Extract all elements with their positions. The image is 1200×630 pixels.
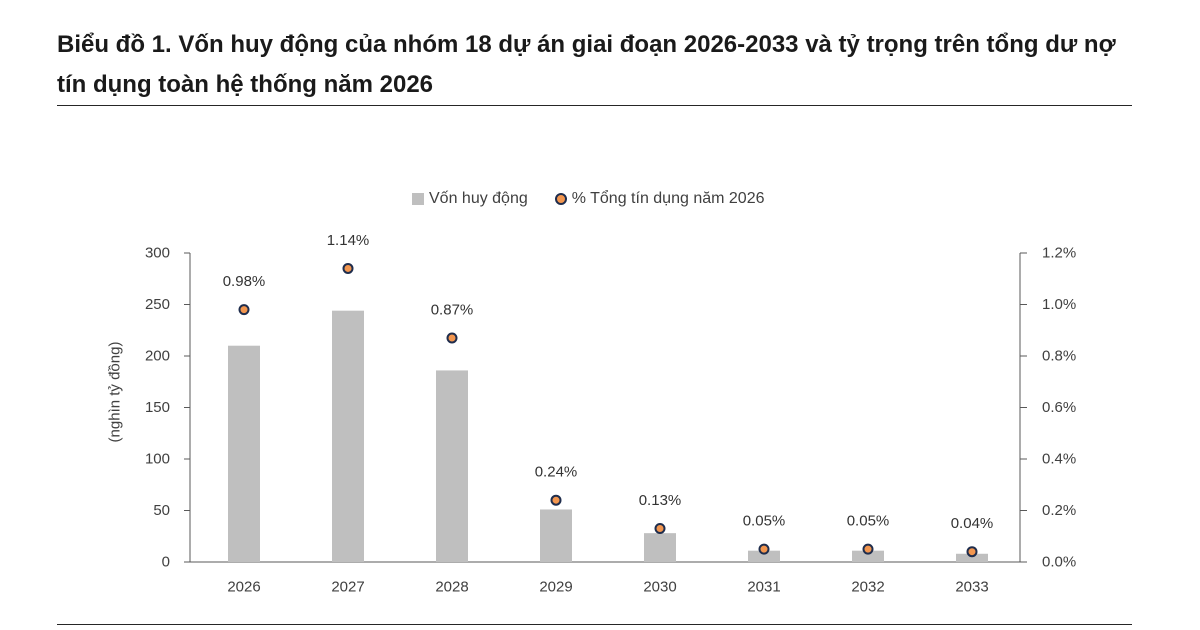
axes: 0 50 100 150 200 250 300 0.0% 0.2% 0.4% 0.6% 0.8% 1.…: [145, 245, 1076, 571]
data-label: 0.13%: [639, 492, 682, 509]
points: [238, 262, 978, 558]
chart-title: Biểu đồ 1. Vốn huy động của nhóm 18 dự á…: [57, 31, 1116, 98]
bar: [956, 553, 988, 562]
legend-label: % Tổng tín dụng năm 2026: [571, 190, 765, 207]
left-axis-tick-label: 300: [145, 245, 170, 262]
bottom-divider: [57, 624, 1132, 625]
x-axis-tick-label: 2030: [643, 579, 676, 596]
right-axis-tick-label: 1.0%: [1042, 296, 1076, 313]
data-label: 0.98%: [223, 273, 266, 290]
legend-swatch-dot: [554, 193, 567, 205]
x-axis-tick-label: 2026: [227, 579, 260, 596]
data-point: [862, 543, 874, 555]
title-divider: [57, 105, 1132, 106]
y-axis-label: (nghìn tỷ đồng): [107, 342, 124, 443]
data-label: 0.87%: [431, 301, 474, 318]
right-axis-tick-label: 1.2%: [1042, 245, 1076, 262]
data-point: [654, 523, 666, 535]
x-axis-tick-label: 2032: [851, 579, 884, 596]
data-point: [238, 304, 250, 316]
data-label: 1.14%: [327, 232, 370, 249]
bar: [540, 509, 572, 562]
data-label: 0.04%: [951, 515, 994, 532]
left-axis-tick-label: 100: [145, 451, 170, 468]
bar: [748, 550, 780, 562]
labels: 0.98% 1.14% 0.87% 0.24% 0.13% 0.05% 0.05% 0.04%…: [223, 232, 994, 596]
right-axis-tick-label: 0.0%: [1042, 554, 1076, 571]
right-axis-tick-label: 0.2%: [1042, 502, 1076, 519]
data-point: [342, 262, 354, 274]
bar: [332, 310, 364, 562]
legend-item-points: % Tổng tín dụng năm 2026: [554, 189, 765, 209]
x-axis-tick-label: 2028: [435, 579, 468, 596]
bars: [228, 310, 988, 562]
left-axis-tick-label: 50: [153, 502, 170, 519]
legend-swatch-bar: [412, 193, 424, 205]
right-axis-tick-label: 0.4%: [1042, 451, 1076, 468]
data-point: [758, 543, 770, 555]
legend-item-bars: Vốn huy động: [412, 189, 528, 209]
left-axis-tick-label: 200: [145, 348, 170, 365]
data-point: [550, 494, 562, 506]
x-axis-tick-label: 2031: [747, 579, 780, 596]
data-label: 0.05%: [743, 513, 786, 530]
bar: [852, 550, 884, 562]
bar: [644, 533, 676, 562]
x-axis-tick-label: 2029: [539, 579, 572, 596]
data-label: 0.05%: [847, 513, 890, 530]
bar: [228, 345, 260, 562]
left-axis-tick-label: 0: [162, 554, 170, 571]
left-axis-tick-label: 150: [145, 399, 170, 416]
data-point: [966, 546, 978, 558]
right-axis-tick-label: 0.6%: [1042, 399, 1076, 416]
x-axis-tick-label: 2033: [955, 579, 988, 596]
data-point: [446, 332, 458, 344]
x-axis-tick-label: 2027: [331, 579, 364, 596]
left-axis-tick-label: 250: [145, 296, 170, 313]
right-axis-tick-label: 0.8%: [1042, 348, 1076, 365]
legend: Vốn huy động % Tổng tín dụng năm 2026: [412, 189, 764, 209]
legend-label: Vốn huy động: [429, 190, 528, 207]
bar: [436, 370, 468, 562]
data-label: 0.24%: [535, 464, 578, 481]
